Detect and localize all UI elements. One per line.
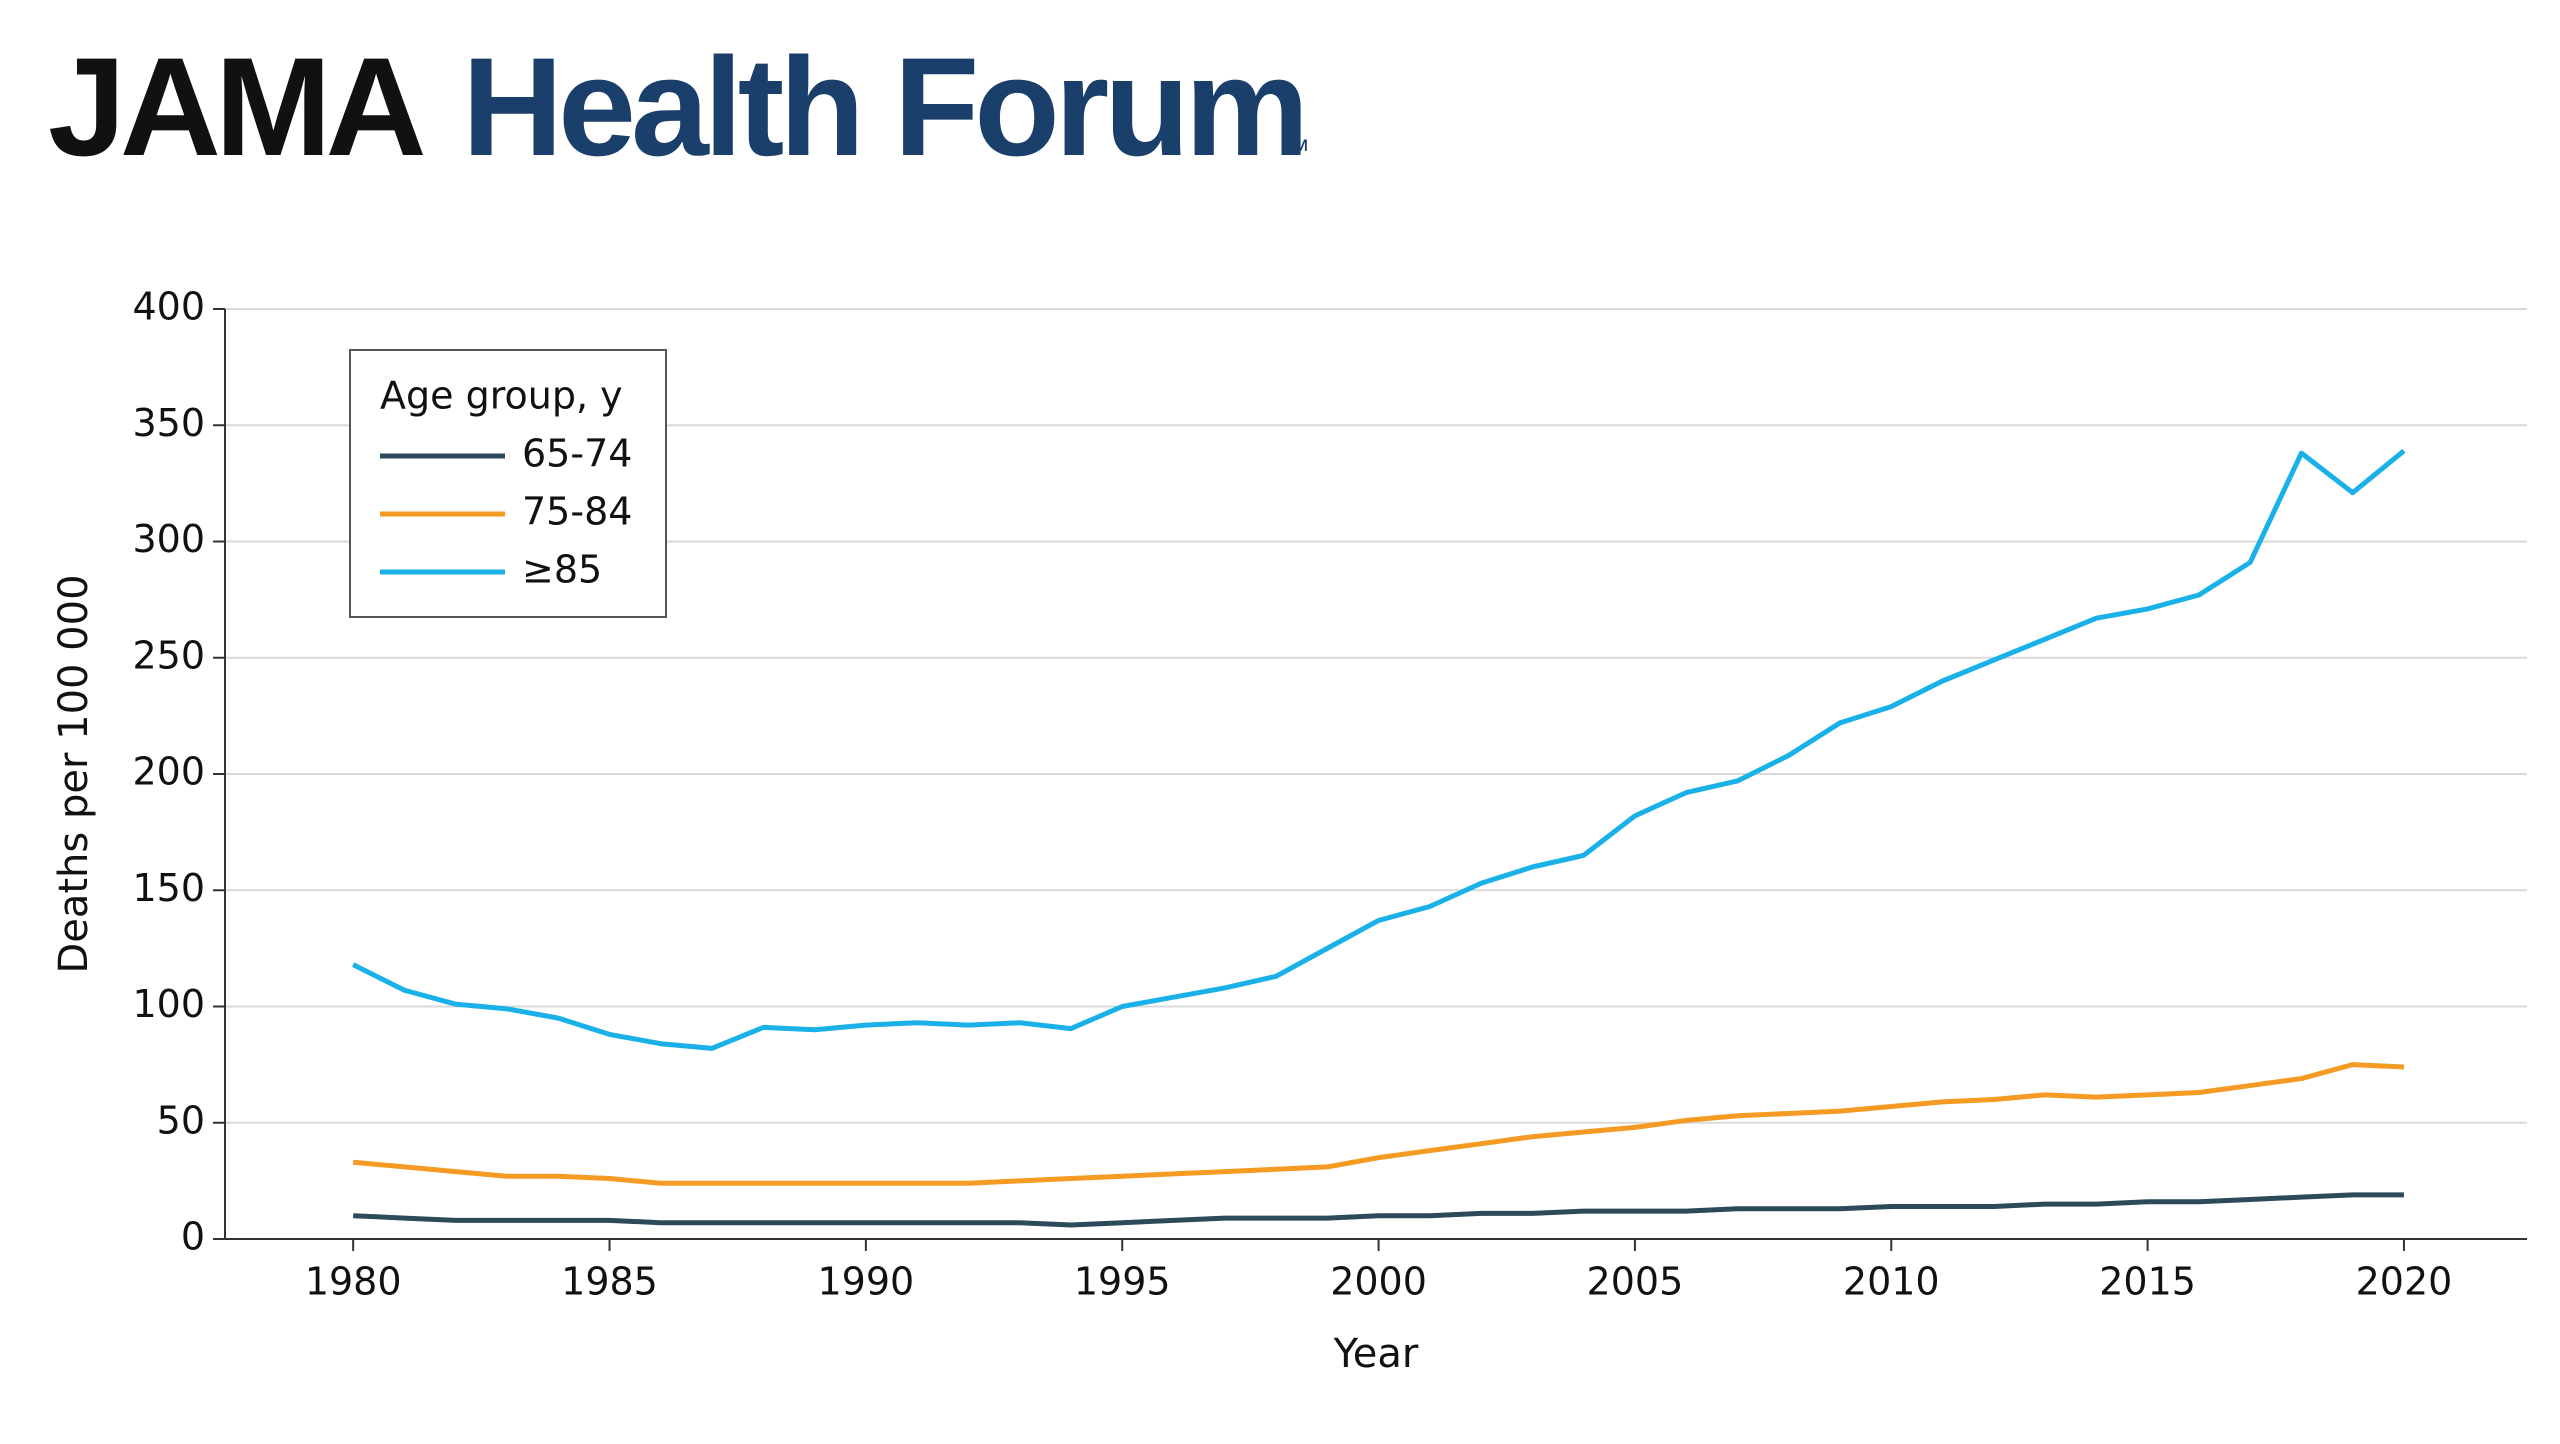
x-tick-label: 2000 bbox=[1330, 1260, 1427, 1304]
x-tick-label: 2005 bbox=[1587, 1260, 1684, 1304]
y-axis-label: Deaths per 100 000 bbox=[51, 574, 97, 973]
trademark: ™ bbox=[1280, 134, 1310, 167]
y-tick-label: 350 bbox=[132, 401, 205, 445]
brand: JAMA bbox=[48, 28, 424, 185]
y-tick-label: 250 bbox=[132, 633, 205, 677]
x-tick-label: 1980 bbox=[305, 1260, 402, 1304]
y-tick-label: 50 bbox=[157, 1098, 205, 1142]
x-tick-label: 1995 bbox=[1074, 1260, 1171, 1304]
series-line bbox=[352, 448, 2406, 1051]
x-tick-label: 1985 bbox=[561, 1260, 658, 1304]
x-tick-label: 2015 bbox=[2099, 1260, 2196, 1304]
legend-label: 75-84 bbox=[522, 490, 632, 534]
journal: Health Forum bbox=[462, 28, 1304, 185]
y-tick-label: 400 bbox=[132, 285, 205, 329]
legend-title: Age group, y bbox=[380, 374, 623, 418]
y-tick-label: 100 bbox=[132, 982, 205, 1026]
y-tick-label: 200 bbox=[132, 750, 205, 794]
legend-label: 65-74 bbox=[522, 432, 632, 476]
series-line bbox=[353, 1192, 2404, 1228]
x-axis-label: Year bbox=[1333, 1331, 1419, 1377]
y-tick-label: 300 bbox=[132, 517, 205, 561]
y-tick-label: 150 bbox=[132, 866, 205, 910]
x-tick-label: 2010 bbox=[1843, 1260, 1940, 1304]
x-tick-label: 2020 bbox=[2356, 1260, 2453, 1304]
series-line bbox=[352, 1062, 2405, 1186]
legend-label: ≥85 bbox=[522, 548, 602, 592]
x-tick-label: 1990 bbox=[818, 1260, 915, 1304]
y-tick-label: 0 bbox=[181, 1215, 205, 1259]
